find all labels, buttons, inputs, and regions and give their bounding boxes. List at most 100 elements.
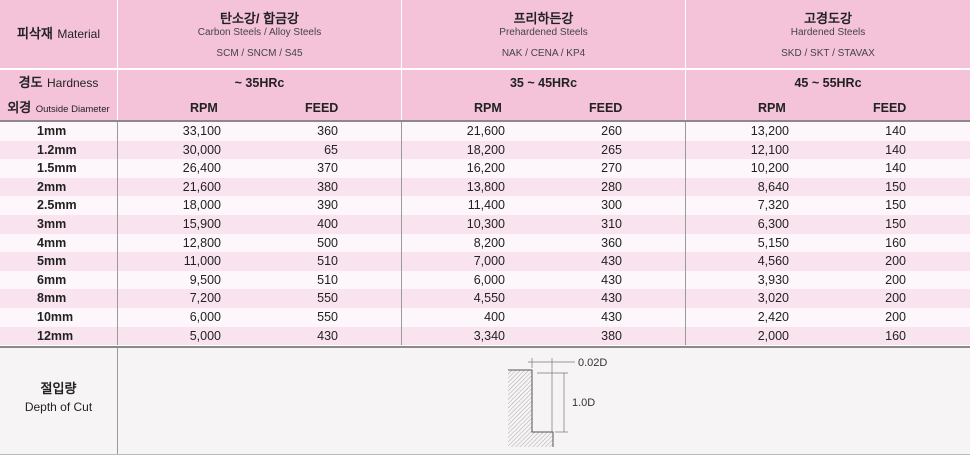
feed-cell: 430 [601, 254, 622, 269]
group-grades: SKD / SKT / STAVAX [781, 48, 875, 59]
feed-cell: 150 [885, 216, 906, 231]
column-divider [685, 233, 686, 253]
depth-label: 절입량 Depth of Cut [0, 378, 117, 414]
feed-cell: 310 [601, 216, 622, 231]
material-group: 고경도강 Hardened Steels SKD / SKT / STAVAX [686, 0, 970, 68]
rpm-cell: 21,600 [466, 124, 505, 138]
rpm-header: RPM [474, 101, 502, 115]
feed-cell: 160 [885, 328, 906, 343]
column-divider [117, 70, 118, 96]
column-divider [401, 0, 402, 68]
group-name-en: Hardened Steels [790, 27, 866, 38]
diameter-cell: 1.5mm [37, 161, 77, 176]
material-label-en: Material [57, 27, 101, 41]
rpm-cell: 5,150 [757, 235, 789, 250]
feed-cell: 200 [885, 272, 906, 287]
column-divider [685, 122, 686, 141]
column-divider [117, 348, 118, 454]
table-row: 8mm 7,200 550 4,550 430 3,020 200 [0, 289, 970, 308]
hardness-label-ko: 경도 [18, 75, 43, 90]
rpm-cell: 7,200 [189, 291, 221, 306]
material-group: 프리하든강 Prehardened Steels NAK / CENA / KP… [402, 0, 685, 68]
feed-cell: 260 [601, 124, 622, 138]
rpm-cell: 26,400 [182, 161, 221, 176]
column-divider [401, 140, 402, 160]
column-divider [685, 0, 686, 68]
rpm-cell: 3,020 [757, 291, 789, 306]
feed-cell: 140 [885, 124, 906, 138]
rpm-cell: 13,200 [750, 124, 789, 138]
feed-cell: 510 [317, 254, 338, 269]
rpm-cell: 4,560 [757, 254, 789, 269]
group-grades: NAK / CENA / KP4 [501, 48, 586, 59]
table-row: 1.2mm 30,000 65 18,200 265 12,100 140 [0, 140, 970, 160]
feed-cell: 280 [601, 179, 622, 194]
column-divider [685, 177, 686, 197]
column-divider [117, 307, 118, 327]
feed-cell: 430 [601, 291, 622, 306]
rpm-cell: 3,930 [757, 272, 789, 287]
table-row: 1.5mm 26,400 370 16,200 270 10,200 140 [0, 159, 970, 178]
column-divider [117, 177, 118, 197]
depth-label-ko: 절입량 [40, 381, 77, 396]
feed-cell: 360 [601, 235, 622, 250]
diameter-cell: 2mm [37, 179, 67, 194]
rpm-cell: 2,000 [757, 328, 789, 343]
diameter-cell: 1.2mm [37, 142, 77, 157]
rpm-cell: 18,200 [466, 142, 505, 157]
feed-header: FEED [305, 101, 339, 115]
column-divider [401, 96, 402, 120]
column-divider [685, 159, 686, 178]
rpm-header: RPM [190, 101, 218, 115]
column-divider [117, 270, 118, 290]
column-divider [401, 326, 402, 346]
diameter-cell: 1mm [37, 124, 67, 138]
feed-cell: 430 [601, 272, 622, 287]
rpm-cell: 15,900 [182, 216, 221, 231]
rpm-cell: 7,000 [473, 254, 505, 269]
hardness-label: 경도 Hardness [0, 70, 117, 96]
feed-cell: 400 [317, 216, 338, 231]
rpm-cell: 12,800 [182, 235, 221, 250]
column-divider [685, 140, 686, 160]
rpm-cell: 16,200 [466, 161, 505, 176]
table-row: 4mm 12,800 500 8,200 360 5,150 160 [0, 233, 970, 253]
table-row: 2.5mm 18,000 390 11,400 300 7,320 150 [0, 196, 970, 215]
feed-cell: 150 [885, 198, 906, 213]
feed-cell: 380 [317, 179, 338, 194]
column-divider [117, 233, 118, 253]
column-divider [117, 122, 118, 141]
diameter-cell: 5mm [37, 254, 67, 269]
column-divider [117, 140, 118, 160]
rpm-cell: 11,400 [467, 198, 505, 213]
rpm-cell: 33,100 [182, 124, 221, 138]
rpm-cell: 30,000 [182, 142, 221, 157]
rpm-cell: 9,500 [189, 272, 221, 287]
feed-cell: 430 [317, 328, 338, 343]
column-divider [685, 96, 686, 120]
table-row: 2mm 21,600 380 13,800 280 8,640 150 [0, 177, 970, 197]
group-name-ko: 탄소강/ 합금강 [220, 11, 299, 26]
column-divider [401, 270, 402, 290]
material-header-row: 피삭재 Material 탄소강/ 합금강 Carbon Steels / Al… [0, 0, 970, 68]
feed-cell: 270 [601, 161, 622, 176]
material-group: 탄소강/ 합금강 Carbon Steels / Alloy Steels SC… [118, 0, 401, 68]
column-divider [685, 326, 686, 346]
table-row: 6mm 9,500 510 6,000 430 3,930 200 [0, 270, 970, 290]
rpm-cell: 11,000 [183, 254, 221, 269]
group-name-en: Prehardened Steels [499, 27, 588, 38]
feed-cell: 200 [885, 254, 906, 269]
diameter-cell: 3mm [37, 216, 67, 231]
column-divider [401, 177, 402, 197]
rpm-cell: 5,000 [189, 328, 221, 343]
rpm-cell: 6,000 [189, 309, 221, 324]
column-divider [117, 252, 118, 271]
column-divider [401, 122, 402, 141]
column-divider [401, 70, 402, 96]
diameter-cell: 4mm [37, 235, 67, 250]
column-divider [401, 289, 402, 308]
workpiece-shape [508, 370, 553, 447]
feed-cell: 140 [885, 161, 906, 176]
table-row: 5mm 11,000 510 7,000 430 4,560 200 [0, 252, 970, 271]
table-row: 10mm 6,000 550 400 430 2,420 200 [0, 307, 970, 327]
